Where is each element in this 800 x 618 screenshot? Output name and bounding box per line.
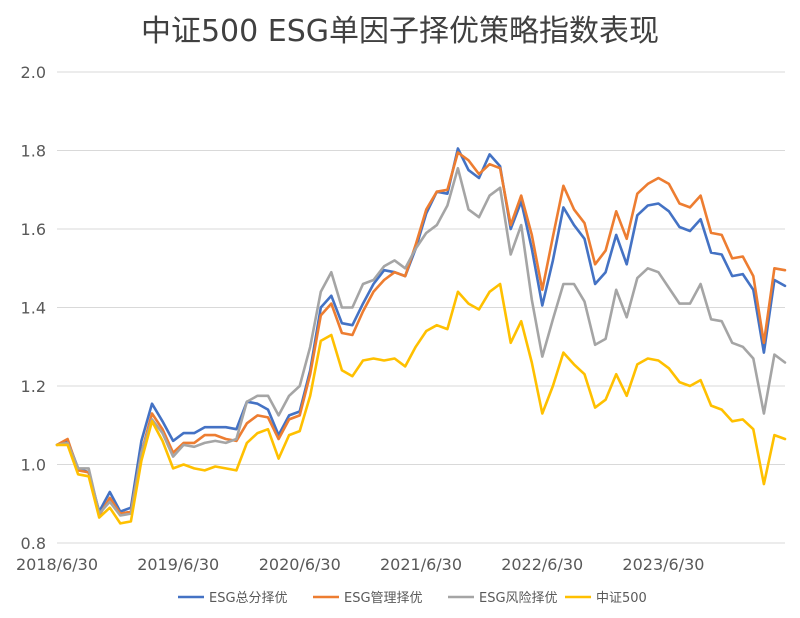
x-tick-label: 2022/6/30 — [501, 555, 583, 574]
y-tick-label: 1.4 — [21, 299, 46, 318]
y-tick-label: 1.8 — [21, 142, 46, 161]
y-tick-label: 1.2 — [21, 377, 46, 396]
x-tick-label: 2019/6/30 — [137, 555, 219, 574]
y-tick-label: 1.0 — [21, 456, 46, 475]
legend-label: ESG总分择优 — [209, 591, 288, 606]
y-tick-label: 2.0 — [21, 63, 46, 82]
legend-label: 中证500 — [596, 591, 647, 606]
x-tick-label: 2023/6/30 — [622, 555, 704, 574]
y-tick-label: 0.8 — [21, 534, 46, 553]
series-line-2 — [55, 166, 787, 517]
legend-label: ESG风险择优 — [479, 591, 558, 606]
x-axis-labels: 2018/6/30 2019/6/30 2020/6/30 2021/6/30 2022… — [16, 555, 704, 574]
x-tick-label: 2018/6/30 — [16, 555, 98, 574]
y-tick-label: 1.6 — [21, 220, 46, 239]
legend-label: ESG管理择优 — [344, 591, 423, 606]
x-tick-label: 2021/6/30 — [380, 555, 462, 574]
x-tick-label: 2020/6/30 — [259, 555, 341, 574]
series-line-1 — [55, 151, 787, 517]
gridlines — [57, 71, 785, 544]
chart-title: 中证500 ESG单因子择优策略指数表现 — [141, 14, 659, 49]
series-line-3 — [55, 282, 787, 525]
series-line-0 — [55, 147, 787, 513]
series-lines — [55, 147, 787, 525]
legend: ESG总分择优 ESG管理择优 ESG风险择优 中证500 — [178, 591, 647, 606]
y-axis-labels: 0.8 1.0 1.2 1.4 1.6 1.8 2.0 — [21, 63, 46, 553]
